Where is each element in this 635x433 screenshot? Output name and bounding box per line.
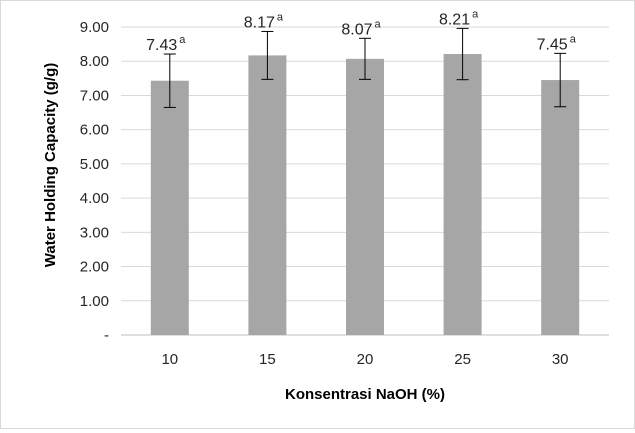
data-label: 8.07 a [341, 18, 381, 38]
y-tick-labels: - 1.00 2.00 3.00 4.00 5.00 6.00 7.00 8.00 9.00 [80, 19, 109, 344]
x-tick-label: 20 [357, 351, 374, 368]
error-bars [163, 27, 567, 108]
y-tick-label: 8.00 [80, 53, 109, 70]
y-tick-label: 5.00 [80, 156, 109, 173]
y-axis-title: Water Holding Capacity (g/g) [42, 63, 59, 267]
significance-letter: a [375, 18, 382, 30]
y-tick-label: 9.00 [80, 19, 109, 36]
y-tick-label: 1.00 [80, 293, 109, 310]
x-tick-label: 30 [552, 351, 569, 368]
significance-letter: a [472, 8, 479, 20]
data-label: 7.45 a [537, 33, 577, 53]
x-tick-label: 10 [161, 351, 178, 368]
y-tick-label: 6.00 [80, 122, 109, 139]
bar [541, 80, 580, 336]
bar [346, 58, 384, 336]
x-tick-label: 25 [454, 351, 471, 368]
y-tick-label: - [104, 327, 109, 344]
y-tick-label: 4.00 [80, 190, 109, 207]
bar [443, 54, 482, 336]
x-tick-labels: 10 15 20 25 30 [161, 351, 568, 368]
significance-letter: a [277, 11, 284, 23]
data-label: 7.43 a [146, 34, 186, 54]
bars [150, 54, 580, 336]
data-label: 8.17 a [244, 11, 284, 31]
y-tick-label: 2.00 [80, 259, 109, 276]
bar [150, 80, 189, 336]
y-tick-label: 3.00 [80, 224, 109, 241]
significance-letter: a [570, 33, 577, 45]
significance-letter: a [179, 34, 186, 46]
y-tick-label: 7.00 [80, 87, 109, 104]
bar [248, 55, 287, 335]
x-tick-label: 15 [259, 351, 276, 368]
x-axis-title: Konsentrasi NaOH (%) [285, 386, 445, 403]
data-labels: 7.43 a 8.17 a 8.07 a 8.21 a 7.45 a [146, 8, 577, 54]
data-label: 8.21 a [439, 8, 479, 28]
